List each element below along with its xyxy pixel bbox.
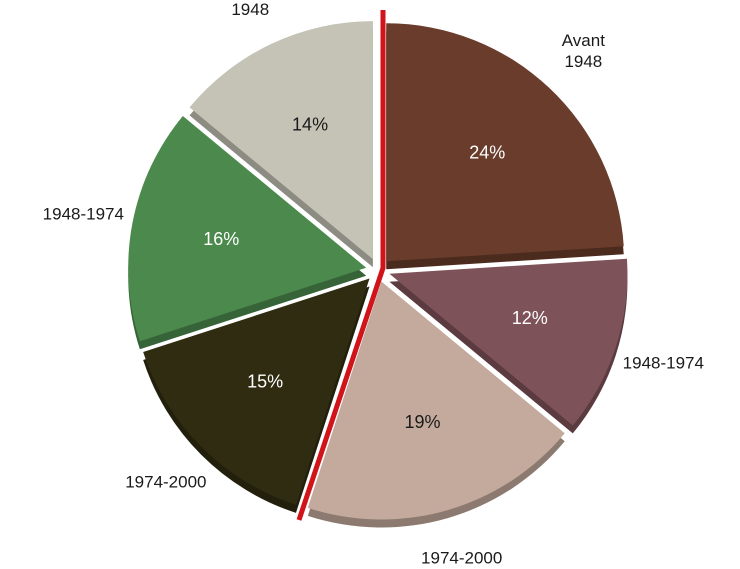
- page: {"chart_data": {"type": "pie", "categori…: [42, 0, 704, 568]
- divider-line: [296, 10, 386, 521]
- slice: [189, 21, 373, 260]
- slice: [307, 281, 565, 520]
- category-label: 1948-1974: [622, 353, 704, 373]
- slice: [143, 278, 370, 505]
- slice: [128, 116, 367, 342]
- chart: 24% 12% 19% 15% 16% 14%: [128, 10, 628, 528]
- value-labels: 24% 12% 19% 15% 16% 14%: [203, 114, 548, 432]
- slice: [389, 258, 628, 426]
- category-label: Avant 1948: [561, 31, 605, 72]
- value-label: 24%: [469, 142, 505, 162]
- slice: [386, 23, 624, 262]
- slices: [128, 21, 628, 528]
- category-label: Avant 1948: [231, 0, 270, 19]
- category-label: 1974-2000: [125, 472, 207, 492]
- value-label: 12%: [512, 308, 548, 328]
- value-label: 15%: [247, 372, 283, 392]
- value-label: 14%: [292, 114, 328, 134]
- value-label: 16%: [203, 229, 239, 249]
- value-label: 19%: [405, 412, 441, 432]
- category-label: 1948-1974: [42, 204, 124, 224]
- category-label: 1974-2000: [421, 548, 503, 568]
